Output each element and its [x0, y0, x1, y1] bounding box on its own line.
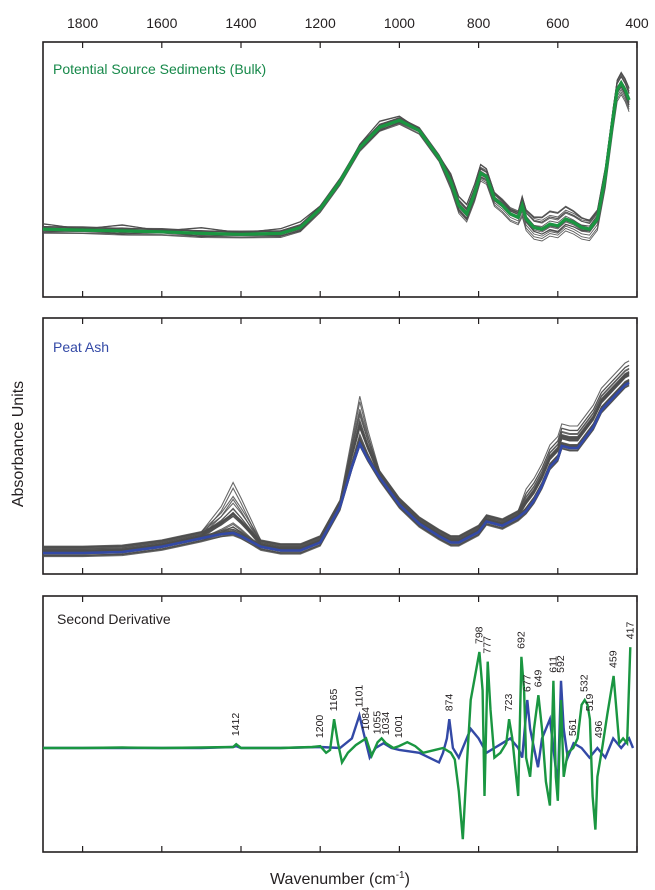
x-axis-title-superscript: -1 — [396, 870, 405, 881]
gray-spectrum-line — [43, 381, 630, 554]
x-tick-label: 600 — [546, 15, 570, 31]
peak-label: 874 — [443, 694, 455, 712]
gray-spectrum-line — [43, 375, 630, 552]
peak-label: 1034 — [380, 712, 392, 736]
gray-spectrum-line — [42, 76, 630, 233]
peak-label: 777 — [482, 636, 494, 654]
gray-spectrum-line — [43, 380, 630, 555]
gray-spectrum-line — [42, 86, 630, 237]
peak-label: 1200 — [314, 715, 326, 739]
x-tick-label: 1000 — [384, 15, 415, 31]
peak-label: 798 — [473, 626, 485, 644]
peak-label: 417 — [624, 622, 636, 640]
gray-spectrum-line — [42, 73, 630, 232]
x-tick-label: 1400 — [225, 15, 256, 31]
panel-frame — [42, 317, 638, 575]
panel-ticks — [81, 596, 638, 852]
gray-spectrum-line — [43, 368, 630, 551]
peat-mean-spectrum — [43, 381, 630, 555]
gray-spectrum-line — [43, 360, 630, 548]
panel-peat-ash: Peat Ash — [42, 317, 638, 575]
peak-label: 1412 — [230, 713, 242, 737]
peak-label: 1084 — [360, 707, 372, 731]
gray-spectrum-line — [43, 371, 630, 550]
peak-label: 459 — [608, 650, 620, 668]
x-tick-label: 1800 — [67, 15, 98, 31]
y-axis-title: Absorbance Units — [10, 381, 27, 507]
peak-label: 1165 — [328, 689, 340, 712]
gray-spectrum-line — [42, 75, 630, 234]
gray-spectrum-line — [42, 83, 630, 236]
x-tick-label: 400 — [625, 15, 649, 31]
peak-label: 1101 — [353, 685, 365, 708]
gray-spectrum-line — [42, 93, 630, 242]
gray-spectrum-line — [42, 80, 630, 236]
gray-spectrum-line — [42, 88, 630, 237]
peak-label: 592 — [555, 655, 567, 673]
x-axis-title-main: Wavenumber (cm — [270, 871, 396, 888]
gray-spectrum-line — [43, 372, 630, 549]
gray-spectrum-line — [42, 84, 630, 236]
gray-spectrum-line — [43, 374, 630, 551]
gray-spectrum-line — [43, 365, 630, 547]
panel-frame — [42, 595, 638, 853]
x-tick-label: 800 — [467, 15, 491, 31]
x-tick-labels: 1800 1600 1400 1200 1000 800 600 400 — [67, 15, 649, 31]
peak-label: 1055 — [372, 711, 384, 735]
gray-spectrum-line — [42, 85, 630, 238]
gray-spectra — [42, 71, 630, 242]
gray-spectrum-line — [43, 74, 630, 232]
gray-spectrum-line — [43, 372, 630, 548]
peak-label: 677 — [521, 674, 533, 692]
gray-spectrum-line — [43, 372, 630, 551]
peak-label: 561 — [567, 718, 579, 736]
gray-spectrum-line — [42, 83, 630, 236]
sediment-mean-spectrum — [42, 79, 631, 236]
gray-spectrum-line — [43, 374, 630, 552]
gray-spectra — [43, 360, 630, 558]
peak-label: 496 — [593, 720, 605, 738]
x-axis-title-suffix: ) — [405, 871, 410, 888]
peak-label: 1001 — [393, 715, 405, 739]
peak-label: 519 — [584, 694, 596, 712]
gray-spectrum-line — [43, 372, 630, 552]
gray-spectrum-line — [43, 373, 630, 551]
gray-spectrum-line — [42, 81, 630, 235]
panel-title: Second Derivative — [57, 611, 171, 627]
peak-label: 692 — [515, 631, 527, 649]
x-tick-label: 1600 — [146, 15, 177, 31]
x-tick-label: 1200 — [305, 15, 336, 31]
peak-label: 723 — [503, 694, 515, 712]
panel-source-sediments: Potential Source Sediments (Bulk) — [42, 41, 638, 298]
peak-label: 532 — [579, 674, 591, 692]
gray-spectrum-line — [42, 85, 630, 238]
panel-title: Potential Source Sediments (Bulk) — [53, 61, 266, 77]
gray-spectrum-line — [43, 381, 630, 553]
gray-spectrum-line — [43, 385, 630, 558]
gray-spectrum-line — [43, 364, 630, 551]
peak-label: 649 — [532, 670, 544, 688]
panel-frame — [42, 41, 638, 298]
gray-spectrum-line — [42, 80, 630, 235]
x-axis-title: Wavenumber (cm-1) — [270, 870, 410, 888]
gray-spectrum-line — [42, 72, 630, 234]
panel-title: Peat Ash — [53, 339, 109, 355]
gray-spectrum-line — [43, 367, 630, 548]
peak-label: 611 — [547, 656, 559, 673]
gray-spectrum-line — [42, 80, 630, 235]
gray-spectrum-line — [42, 71, 630, 234]
panel-ticks — [81, 318, 638, 574]
gray-spectrum-line — [43, 373, 630, 550]
panel-ticks — [81, 42, 638, 297]
gray-spectrum-line — [43, 371, 630, 548]
sediment-second-derivative-line — [43, 647, 632, 840]
gray-spectrum-line — [42, 72, 630, 234]
